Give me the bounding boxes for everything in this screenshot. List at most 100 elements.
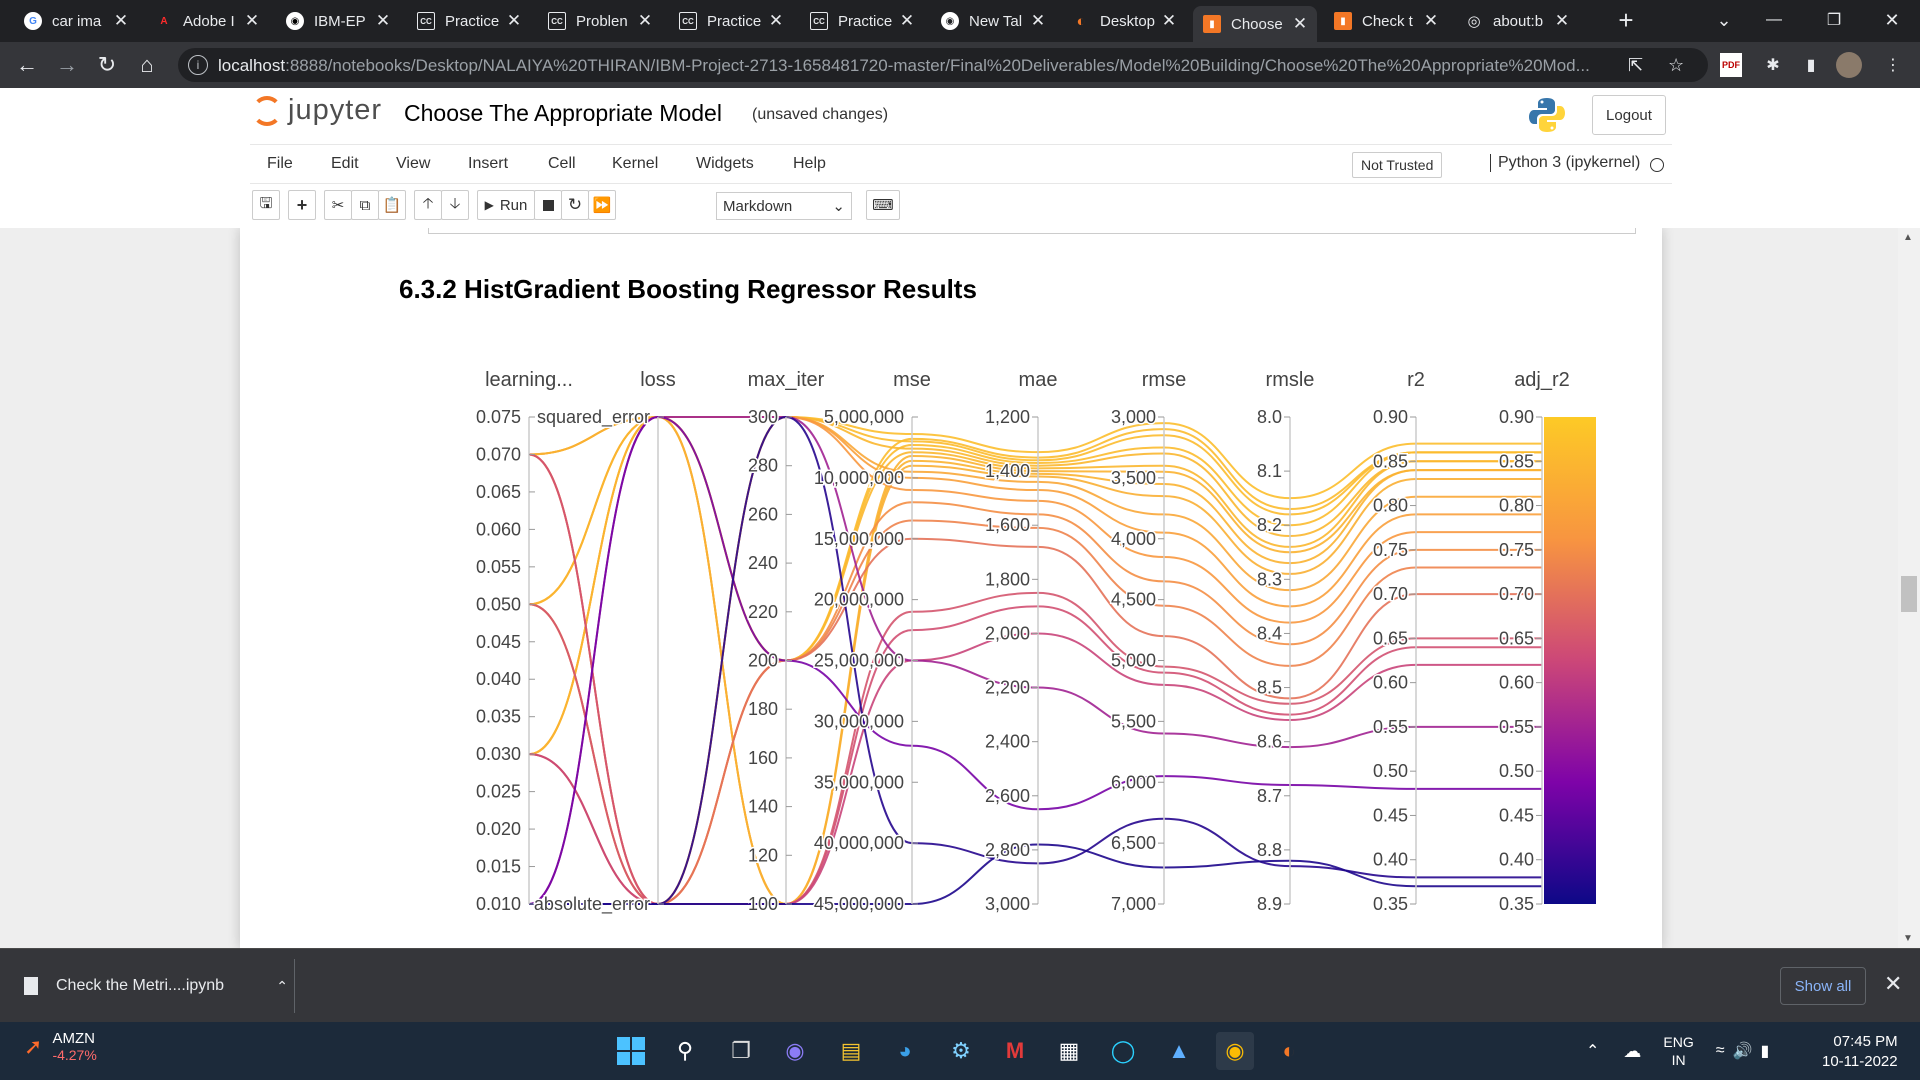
address-bar[interactable]: i localhost:8888/notebooks/Desktop/NALAI… [178, 48, 1708, 82]
command-palette-button[interactable]: ⌨ [866, 190, 900, 220]
menu-kernel[interactable]: Kernel [612, 155, 659, 172]
pdf-extension-icon[interactable]: PDF [1720, 53, 1742, 77]
back-icon[interactable]: ← [16, 52, 38, 77]
axis-title[interactable]: mse [893, 369, 931, 391]
browser-tab-2[interactable]: A Adobe I ✕ [145, 6, 269, 36]
search-icon[interactable]: ⚲ [676, 1038, 694, 1063]
paste-button[interactable]: 📋 [378, 190, 406, 220]
data-line[interactable] [528, 415, 1542, 905]
chrome-taskbar-icon[interactable]: ◉ [1216, 1032, 1254, 1070]
side-panel-icon[interactable]: ▮ [1806, 57, 1816, 74]
tab-close-icon[interactable]: ✕ [506, 11, 522, 30]
insert-cell-button[interactable]: + [288, 190, 316, 220]
new-tab-icon[interactable]: + [1618, 4, 1634, 35]
data-line[interactable] [528, 415, 1542, 906]
home-icon[interactable]: ⌂ [140, 52, 154, 77]
menu-file[interactable]: File [267, 155, 293, 172]
interrupt-button[interactable] [534, 190, 562, 220]
store-icon[interactable]: ▦ [1058, 1038, 1080, 1063]
restore-icon[interactable]: ❐ [1826, 12, 1842, 29]
browser-menu-icon[interactable]: ⋮ [1885, 57, 1901, 74]
browser-tab-8[interactable]: ◉ New Tal ✕ [931, 6, 1055, 36]
menu-widgets[interactable]: Widgets [696, 155, 754, 172]
edge-icon[interactable]: ◕ [898, 1038, 912, 1063]
browser-tab-10[interactable]: ▮ Choose ✕ [1193, 6, 1317, 42]
axis-title[interactable]: learning... [485, 369, 573, 391]
stock-widget[interactable]: ➚ AMZN -4.27% [24, 1030, 97, 1063]
browser-tab-5[interactable]: CC Problen ✕ [538, 6, 662, 36]
language-indicator[interactable]: ENG IN [1663, 1033, 1693, 1069]
browser-tab-6[interactable]: CC Practice ✕ [669, 6, 793, 36]
show-all-button[interactable]: Show all [1780, 967, 1866, 1005]
tab-close-icon[interactable]: ✕ [113, 11, 129, 30]
menu-view[interactable]: View [396, 155, 431, 172]
minimize-icon[interactable]: — [1766, 11, 1782, 28]
data-line[interactable] [528, 537, 1542, 906]
browser-tab-11[interactable]: ▮ Check t ✕ [1324, 6, 1448, 36]
axis-title[interactable]: rmse [1142, 369, 1186, 391]
window-close-icon[interactable]: ✕ [1884, 9, 1900, 30]
chevron-up-icon[interactable]: ⌃ [276, 977, 288, 994]
reload-icon[interactable]: ↻ [97, 52, 117, 77]
axis-title[interactable]: r2 [1407, 369, 1425, 391]
tab-search-icon[interactable]: ⌄ [1716, 9, 1732, 30]
scroll-down-icon[interactable]: ▼ [1903, 933, 1913, 944]
browser-tab-3[interactable]: ◉ IBM-EP ✕ [276, 6, 400, 36]
jupyter-logo[interactable]: jupyter [252, 94, 382, 127]
run-button[interactable]: ▶ Run [477, 190, 535, 220]
wifi-icon[interactable]: ≈ [1715, 1042, 1725, 1059]
axis-title[interactable]: max_iter [748, 369, 825, 391]
parallel-coordinates-chart[interactable]: learning... 0.075 0.070 0.065 0.060 0.055 0.05… [240, 228, 1662, 948]
data-line[interactable] [528, 415, 1542, 906]
site-info-icon[interactable]: i [188, 55, 208, 75]
profile-avatar[interactable] [1836, 52, 1862, 78]
tab-close-icon[interactable]: ✕ [1423, 11, 1439, 30]
menu-insert[interactable]: Insert [468, 155, 509, 172]
data-line[interactable] [528, 453, 1543, 906]
forward-icon[interactable]: → [56, 52, 78, 77]
download-item[interactable]: Check the Metri....ipynb ⌃ [24, 969, 288, 1003]
clock[interactable]: 07:45 PM 10-11-2022 [1822, 1032, 1898, 1072]
scroll-up-icon[interactable]: ▲ [1903, 232, 1913, 243]
teams-chat-icon[interactable]: ◉ [785, 1038, 805, 1063]
volume-icon[interactable]: 🔊 [1732, 1043, 1753, 1060]
jupyter-taskbar-icon[interactable]: ◐ [1282, 1038, 1296, 1063]
mcafee-icon[interactable]: M [1005, 1038, 1025, 1063]
copy-button[interactable]: ⧉ [351, 190, 379, 220]
extensions-puzzle-icon[interactable]: ✱ [1766, 57, 1780, 74]
kernel-name[interactable]: Python 3 (ipykernel) [1490, 154, 1640, 172]
menu-cell[interactable]: Cell [548, 155, 576, 172]
notebook-title[interactable]: Choose The Appropriate Model [404, 100, 722, 126]
share-icon[interactable]: ⇱ [1628, 55, 1644, 75]
axis-title[interactable]: rmsle [1266, 369, 1315, 391]
browser-tab-9[interactable]: ◐ Desktop ✕ [1062, 6, 1186, 36]
move-up-button[interactable]: 🡡 [414, 190, 442, 220]
tab-close-icon[interactable]: ✕ [1030, 11, 1046, 30]
task-view-icon[interactable]: ❐ [731, 1038, 751, 1063]
tab-close-icon[interactable]: ✕ [768, 11, 784, 30]
tab-close-icon[interactable]: ✕ [1161, 11, 1177, 30]
restart-button[interactable]: ↻ [561, 190, 589, 220]
tab-close-icon[interactable]: ✕ [899, 11, 915, 30]
url-text[interactable]: localhost:8888/notebooks/Desktop/NALAIYA… [218, 56, 1638, 76]
bookmark-star-icon[interactable]: ☆ [1668, 55, 1685, 75]
axis-title[interactable]: loss [640, 369, 676, 391]
cut-button[interactable]: ✂ [324, 190, 352, 220]
scroll-thumb[interactable] [1901, 576, 1917, 612]
onedrive-icon[interactable]: ☁ [1623, 1040, 1642, 1061]
trusted-indicator[interactable]: Not Trusted [1352, 152, 1443, 178]
axis-title[interactable]: mae [1019, 369, 1058, 391]
cell-type-select[interactable]: Markdown ⌄ [716, 192, 852, 220]
windows-start-icon[interactable] [612, 1032, 650, 1070]
tab-close-icon[interactable]: ✕ [1292, 14, 1308, 33]
cortana-icon[interactable]: ◯ [1110, 1038, 1136, 1063]
battery-icon[interactable]: ▮ [1760, 1043, 1770, 1060]
data-line[interactable] [528, 415, 1542, 906]
photos-icon[interactable]: ▲ [1168, 1038, 1190, 1063]
browser-tab-4[interactable]: CC Practice ✕ [407, 6, 531, 36]
menu-help[interactable]: Help [793, 155, 826, 172]
page-scrollbar[interactable]: ▲ ▼ [1898, 228, 1920, 948]
axis-title[interactable]: adj_r2 [1514, 369, 1570, 391]
restart-run-all-button[interactable]: ⏩ [588, 190, 616, 220]
